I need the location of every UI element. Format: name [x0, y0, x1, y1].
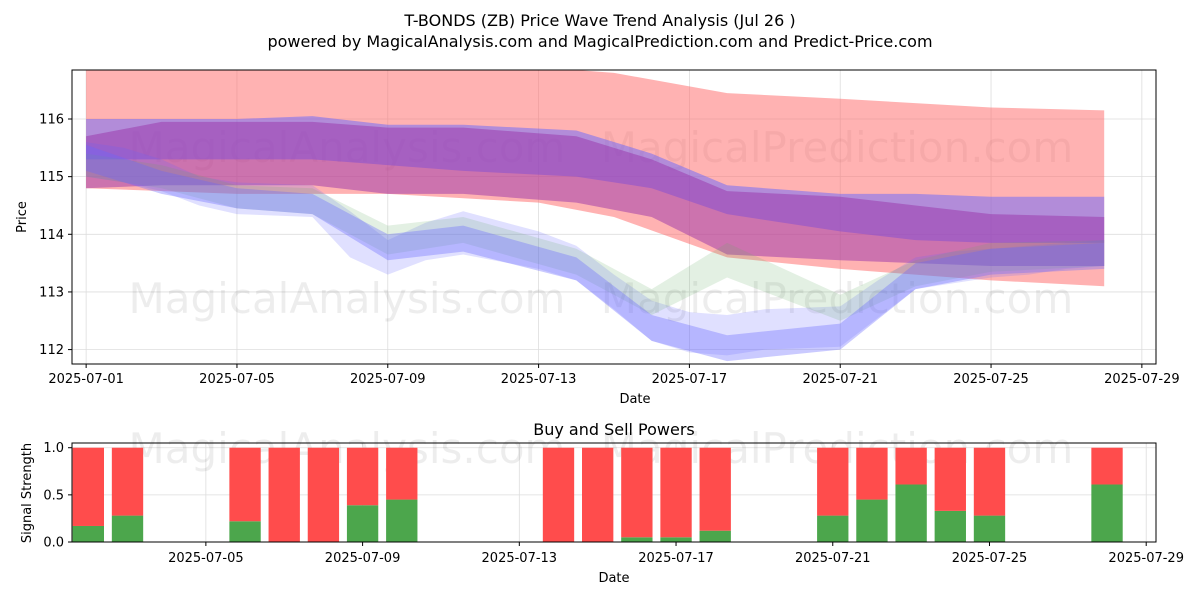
- sell-bar-17: [1091, 447, 1123, 485]
- chart-subtitle: powered by MagicalAnalysis.com and Magic…: [267, 32, 932, 51]
- signal-x-tick-label-1: 2025-07-09: [325, 551, 401, 566]
- price-x-label: Date: [619, 392, 650, 407]
- price-y-label: Price: [15, 201, 30, 233]
- sell-bar-2: [229, 447, 261, 522]
- signal-x-tick-label-4: 2025-07-21: [795, 551, 871, 566]
- sell-bar-1: [111, 447, 144, 516]
- sell-bar-0: [72, 447, 104, 526]
- buy-bar-5: [346, 505, 379, 542]
- buy-bar-13: [856, 499, 888, 542]
- sell-bar-7: [542, 447, 575, 542]
- buy-bar-2: [229, 521, 261, 542]
- sell-bar-6: [386, 447, 418, 500]
- signal-bars: [72, 447, 1123, 542]
- price-x-tick-label-4: 2025-07-17: [652, 372, 728, 387]
- price-x-ticks: 2025-07-01 2025-07-05 2025-07-09 2025-07-13…: [48, 364, 1180, 387]
- price-x-tick-label-1: 2025-07-05: [199, 372, 275, 387]
- price-y-ticks: 112 113 114 115 116: [39, 113, 72, 358]
- sell-bar-11: [699, 447, 731, 531]
- price-x-tick-label-7: 2025-07-29: [1104, 372, 1180, 387]
- signal-title: Buy and Sell Powers: [533, 420, 695, 439]
- buy-bar-11: [699, 530, 731, 542]
- signal-y-tick-label-0: 0.0: [43, 536, 64, 551]
- price-axes-frame: [71, 69, 1157, 365]
- chart-title: T-BONDS (ZB) Price Wave Trend Analysis (…: [403, 11, 795, 30]
- buy-bar-1: [111, 515, 144, 542]
- price-y-tick-label-1: 113: [39, 285, 64, 300]
- price-x-tick-label-3: 2025-07-13: [501, 372, 577, 387]
- buy-bar-12: [817, 515, 849, 542]
- signal-x-label: Date: [598, 571, 629, 586]
- buy-bar-10: [660, 537, 692, 542]
- price-x-tick-label-2: 2025-07-09: [350, 372, 426, 387]
- buy-bar-14: [895, 484, 927, 542]
- buy-bar-9: [621, 537, 653, 542]
- signal-y-tick-label-2: 1.0: [43, 441, 64, 456]
- sell-bar-9: [621, 447, 653, 538]
- buy-bar-0: [72, 525, 104, 542]
- signal-x-ticks: 2025-07-05 2025-07-09 2025-07-13 2025-07-17…: [168, 542, 1184, 566]
- signal-y-tick-label-1: 0.5: [43, 488, 64, 503]
- signal-axes-frame: [71, 442, 1157, 543]
- signal-x-tick-label-3: 2025-07-17: [638, 551, 714, 566]
- signal-y-label: Signal Strength: [20, 443, 35, 543]
- signal-panel: MagicalAnalysis.comMagicalPrediction.com…: [20, 420, 1184, 586]
- sell-bar-15: [934, 447, 966, 511]
- price-x-tick-label-6: 2025-07-25: [953, 372, 1029, 387]
- signal-x-tick-label-5: 2025-07-25: [952, 551, 1028, 566]
- signal-x-tick-label-0: 2025-07-05: [168, 551, 244, 566]
- signal-x-tick-label-6: 2025-07-29: [1108, 551, 1184, 566]
- watermark-3: MagicalAnalysis.com: [129, 274, 566, 323]
- sell-bar-5: [346, 447, 379, 506]
- buy-bar-15: [934, 510, 966, 542]
- sell-bar-12: [817, 447, 849, 516]
- sell-bar-13: [856, 447, 888, 500]
- price-band-3: [86, 142, 1105, 356]
- buy-bar-16: [973, 515, 1006, 542]
- sell-bar-4: [307, 447, 340, 542]
- price-y-tick-label-4: 116: [39, 113, 64, 128]
- sell-bar-10: [660, 447, 692, 538]
- sell-bar-3: [268, 447, 300, 542]
- price-y-tick-label-3: 115: [39, 170, 64, 185]
- price-y-tick-label-0: 112: [39, 343, 64, 358]
- buy-bar-6: [386, 499, 418, 542]
- price-y-tick-label-2: 114: [39, 228, 64, 243]
- price-band-2: [86, 121, 1105, 267]
- sell-bar-14: [895, 447, 927, 485]
- sell-bar-16: [973, 447, 1006, 516]
- watermark-4: MagicalPrediction.com: [601, 274, 1074, 323]
- signal-y-ticks: 0.0 0.5 1.0: [43, 441, 72, 551]
- sell-bar-8: [582, 447, 614, 542]
- price-x-tick-label-0: 2025-07-01: [48, 372, 124, 387]
- price-x-tick-label-5: 2025-07-21: [802, 372, 878, 387]
- price-panel: MagicalAnalysis.com MagicalPrediction.com…: [15, 69, 1180, 407]
- buy-bar-17: [1091, 484, 1123, 542]
- signal-x-tick-label-2: 2025-07-13: [482, 551, 558, 566]
- price-bands: [86, 70, 1105, 362]
